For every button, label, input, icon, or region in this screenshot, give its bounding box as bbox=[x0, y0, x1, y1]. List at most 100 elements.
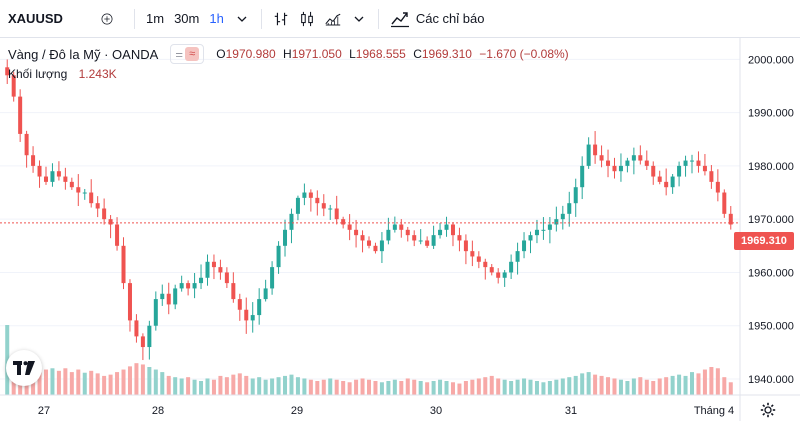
ohlc-bars-icon bbox=[274, 12, 288, 25]
candle-chart-style-button[interactable] bbox=[294, 6, 320, 32]
candle-body bbox=[509, 261, 514, 273]
candle-body bbox=[554, 219, 559, 225]
candle-body bbox=[89, 192, 94, 204]
candle-body bbox=[199, 277, 204, 284]
candle-body bbox=[702, 165, 707, 172]
volume-bar bbox=[263, 379, 268, 395]
volume-bar bbox=[709, 367, 714, 395]
wave-icon: ≈ bbox=[185, 47, 200, 61]
candle-body bbox=[644, 160, 649, 166]
candle-body bbox=[560, 213, 565, 220]
volume-bar bbox=[108, 374, 113, 395]
candle-body bbox=[709, 171, 714, 182]
candle-body bbox=[463, 240, 468, 252]
candle-body bbox=[670, 176, 675, 188]
interval-1h-button[interactable]: 1h bbox=[209, 11, 224, 26]
volume-bar bbox=[250, 378, 255, 395]
volume-value: 1.243K bbox=[78, 67, 117, 81]
volume-bar bbox=[444, 381, 449, 395]
candle-body bbox=[50, 171, 55, 182]
candle-body bbox=[657, 176, 662, 182]
volume-bar bbox=[715, 368, 720, 395]
area-chart-icon bbox=[325, 13, 341, 25]
volume-bar bbox=[651, 381, 656, 395]
candle-body bbox=[56, 171, 61, 177]
volume-bar bbox=[121, 369, 126, 395]
candle-body bbox=[283, 229, 288, 246]
candle-body bbox=[295, 197, 300, 214]
time-tick-label: 30 bbox=[430, 405, 442, 417]
volume-bar bbox=[218, 375, 223, 395]
candle-body bbox=[392, 224, 397, 230]
volume-bar bbox=[593, 374, 598, 395]
chart-style-dropdown-button[interactable] bbox=[346, 6, 372, 32]
volume-bar bbox=[418, 381, 423, 395]
candle-body bbox=[276, 245, 281, 268]
candle-body bbox=[237, 299, 242, 310]
candle-body bbox=[250, 315, 255, 321]
candle-body bbox=[218, 267, 223, 273]
volume-bar bbox=[618, 379, 623, 395]
high-label: H bbox=[283, 47, 292, 61]
bar-chart-style-button[interactable] bbox=[268, 6, 294, 32]
volume-bar bbox=[50, 368, 55, 395]
price-tick-label: 1990.000 bbox=[748, 108, 794, 120]
symbol-description[interactable]: Vàng / Đô la Mỹ · OANDA bbox=[8, 46, 159, 62]
candle-body bbox=[664, 181, 669, 188]
interval-dropdown-button[interactable] bbox=[229, 6, 255, 32]
volume-bar bbox=[166, 375, 171, 395]
candle-body bbox=[115, 224, 120, 246]
volume-bar bbox=[534, 381, 539, 395]
toolbar-separator bbox=[377, 8, 379, 29]
volume-bar bbox=[405, 378, 410, 395]
legend-visibility-toggle[interactable]: = ≈ bbox=[170, 44, 205, 64]
settings-gear-icon[interactable] bbox=[760, 402, 776, 418]
candle-body bbox=[373, 245, 378, 252]
volume-bar bbox=[147, 367, 152, 395]
close-value: 1969.310 bbox=[421, 47, 472, 61]
tradingview-logo[interactable] bbox=[6, 350, 42, 386]
compare-symbol-button[interactable] bbox=[96, 8, 118, 30]
candle-body bbox=[483, 261, 488, 268]
price-chart[interactable]: 2000.000 1990.000 1980.000 1970.000 1960.000… bbox=[0, 38, 800, 421]
volume-bar bbox=[334, 379, 339, 395]
volume-bar bbox=[347, 382, 352, 395]
volume-legend: Khối lượng 1.243K bbox=[8, 67, 117, 81]
interval-1m-button[interactable]: 1m bbox=[146, 11, 165, 26]
volume-bar bbox=[43, 369, 48, 395]
indicators-button[interactable]: Các chỉ báo bbox=[385, 6, 490, 32]
candle-body bbox=[722, 192, 727, 214]
candle-body bbox=[534, 229, 539, 236]
candle-body bbox=[205, 261, 210, 278]
price-tick-label: 2000.000 bbox=[748, 54, 794, 66]
interval-30m-button[interactable]: 30m bbox=[174, 11, 200, 26]
candle-body bbox=[11, 75, 16, 97]
candle-body bbox=[412, 235, 417, 241]
symbol-search[interactable]: XAUUSD bbox=[8, 11, 63, 26]
volume-bar bbox=[283, 375, 288, 395]
volume-bar bbox=[231, 374, 236, 395]
volume-bar bbox=[366, 379, 372, 395]
candle-body bbox=[625, 160, 630, 166]
volume-bar bbox=[644, 379, 649, 395]
volume-bar bbox=[186, 377, 191, 395]
volume-bar bbox=[257, 377, 262, 395]
low-value: 1968.555 bbox=[355, 47, 406, 61]
time-tick-label: 29 bbox=[291, 405, 303, 417]
candle-body bbox=[186, 283, 191, 289]
volume-bar bbox=[115, 372, 120, 395]
candle-body bbox=[541, 229, 546, 231]
candle-body bbox=[192, 283, 197, 289]
volume-bar bbox=[528, 379, 533, 395]
volume-bar bbox=[560, 378, 565, 395]
candle-body bbox=[257, 299, 262, 316]
candle-body bbox=[24, 133, 29, 156]
volume-bar bbox=[360, 378, 365, 395]
candle-body bbox=[567, 203, 572, 214]
candle-body bbox=[366, 240, 372, 246]
volume-bar bbox=[373, 381, 378, 395]
volume-bar bbox=[308, 379, 313, 395]
volume-bar bbox=[463, 381, 468, 395]
candle-body bbox=[179, 283, 184, 289]
area-chart-style-button[interactable] bbox=[320, 6, 346, 32]
